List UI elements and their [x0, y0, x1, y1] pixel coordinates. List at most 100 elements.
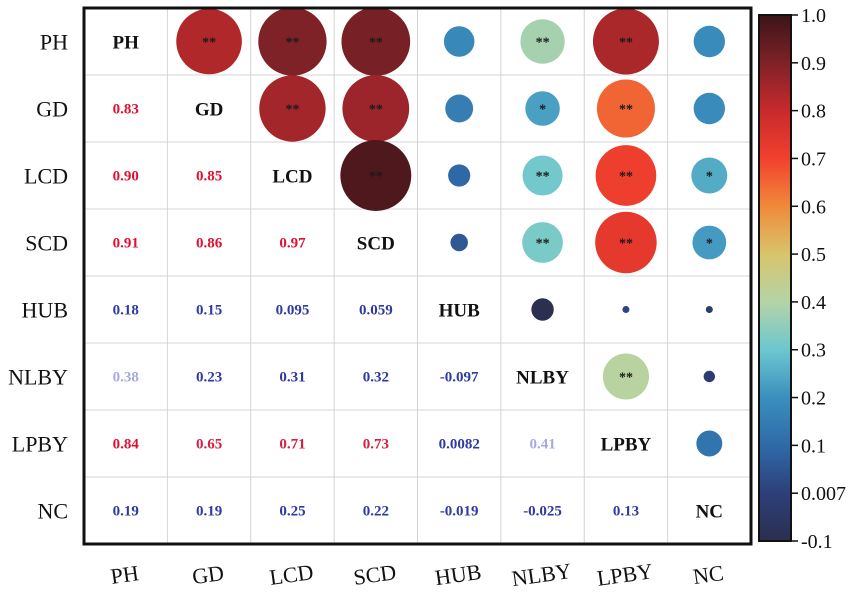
coefficient-label: 0.15	[196, 303, 222, 319]
row-label-ph: PH	[40, 30, 68, 55]
significance-marker: **	[619, 170, 633, 185]
correlation-circle	[531, 298, 554, 321]
correlation-circle	[592, 8, 659, 75]
row-label-scd: SCD	[25, 231, 68, 256]
colorbar-tick-label: 0.8	[801, 101, 826, 123]
coefficient-label: 0.85	[196, 169, 222, 185]
coefficient-label: -0.025	[523, 504, 562, 520]
significance-marker: **	[536, 170, 550, 185]
significance-marker: **	[369, 103, 383, 118]
colorbar-tick-label: 0.2	[801, 388, 826, 410]
correlation-circle	[176, 8, 242, 75]
correlation-circle	[522, 155, 563, 196]
coefficient-label: 0.97	[279, 236, 306, 252]
correlation-circle	[341, 7, 411, 76]
diagonal-label-lpby: LPBY	[601, 435, 652, 456]
significance-marker: **	[619, 371, 633, 386]
row-labels: PH GD LCD SCD HUB NLBY LPBY NC	[8, 30, 68, 524]
correlation-circle	[522, 222, 563, 263]
coefficient-label: 0.095	[276, 303, 310, 319]
significance-marker: **	[536, 36, 550, 51]
coefficient-label: 0.84	[113, 437, 140, 453]
coefficient-label: -0.097	[440, 370, 479, 386]
diagonal-label-scd: SCD	[357, 234, 395, 255]
correlation-circle	[691, 157, 728, 194]
significance-marker: *	[706, 170, 713, 185]
coefficient-label: -0.019	[440, 504, 479, 520]
row-label-lpby: LPBY	[12, 432, 68, 457]
significance-marker: *	[706, 237, 713, 252]
coefficient-label: 0.86	[196, 236, 223, 252]
correlation-circle	[602, 353, 649, 400]
coefficient-label: 0.059	[359, 303, 393, 319]
correlation-circle	[696, 430, 723, 457]
correlation-circle	[705, 306, 713, 313]
correlation-circle	[693, 25, 726, 58]
significance-marker: **	[619, 103, 633, 118]
matrix-cells: PH ** ** ** ** **0.83 GD ** ** * **0.90 0.85 LCD ** **…	[112, 7, 728, 523]
significance-marker: **	[202, 36, 216, 51]
diagonal-label-gd: GD	[195, 100, 224, 121]
row-label-nlby: NLBY	[8, 365, 68, 390]
colorbar-tick-label: 0.7	[801, 148, 826, 170]
row-label-gd: GD	[36, 97, 68, 122]
correlation-circle	[692, 225, 727, 260]
coefficient-label: 0.83	[113, 102, 139, 118]
correlation-circle	[445, 94, 474, 123]
diagonal-label-ph: PH	[112, 33, 139, 54]
significance-marker: *	[539, 103, 546, 118]
column-label-lcd: LCD	[268, 559, 315, 590]
significance-marker: **	[285, 103, 299, 118]
colorbar-tick-label: 0.6	[801, 196, 826, 218]
significance-marker: **	[369, 36, 383, 51]
coefficient-label: 0.19	[113, 504, 139, 520]
colorbar: 1.0 0.9 0.8 0.7 0.6 0.5 0.4 0.3 0.2 0.1 0.007 -0.1	[758, 5, 846, 553]
colorbar-tick-label: 0.5	[801, 244, 826, 266]
correlation-circle	[443, 26, 475, 57]
column-labels: PH GD LCD SCD HUB NLBY LPBY NC	[109, 558, 725, 591]
column-label-gd: GD	[191, 560, 226, 589]
correlation-circle	[622, 306, 630, 313]
coefficient-label: 0.90	[113, 169, 139, 185]
coefficient-label: 0.32	[363, 370, 389, 386]
colorbar-tick-label: 0.007	[801, 483, 846, 505]
correlation-circle	[525, 91, 560, 126]
column-label-scd: SCD	[352, 559, 398, 590]
colorbar-tick-label: 0.3	[801, 340, 826, 362]
correlation-circle	[342, 75, 410, 142]
colorbar-tick-label: 0.1	[801, 435, 826, 457]
significance-marker: **	[285, 36, 299, 51]
coefficient-label: 0.71	[279, 437, 305, 453]
correlation-circle	[520, 19, 565, 64]
column-label-nc: NC	[691, 560, 725, 589]
row-label-hub: HUB	[22, 298, 68, 323]
coefficient-label: 0.13	[613, 504, 639, 520]
correlation-circle	[596, 79, 655, 138]
correlation-circle	[703, 370, 716, 383]
row-label-lcd: LCD	[24, 164, 68, 189]
diagonal-label-nlby: NLBY	[516, 368, 569, 389]
coefficient-label: 0.18	[113, 303, 139, 319]
diagonal-label-nc: NC	[696, 502, 723, 523]
coefficient-label: 0.91	[113, 236, 139, 252]
significance-marker: **	[619, 36, 633, 51]
diagonal-label-lcd: LCD	[272, 167, 312, 188]
significance-marker: **	[536, 237, 550, 252]
coefficient-label: 0.22	[363, 504, 389, 520]
correlation-circle	[450, 233, 468, 252]
correlation-circle	[258, 7, 327, 76]
significance-marker: **	[619, 237, 633, 252]
coefficient-label: 0.25	[279, 504, 305, 520]
column-label-lpby: LPBY	[595, 558, 654, 591]
row-label-nc: NC	[37, 499, 68, 524]
colorbar-tick-label: 0.4	[801, 292, 826, 314]
correlation-circle	[340, 140, 412, 211]
grid-lines	[84, 8, 751, 544]
coefficient-label: 0.73	[363, 437, 389, 453]
significance-marker: **	[369, 170, 383, 185]
coefficient-label: 0.65	[196, 437, 222, 453]
correlation-circle	[259, 75, 326, 142]
matrix-frame	[82, 6, 753, 546]
diagonal-label-hub: HUB	[439, 301, 481, 322]
